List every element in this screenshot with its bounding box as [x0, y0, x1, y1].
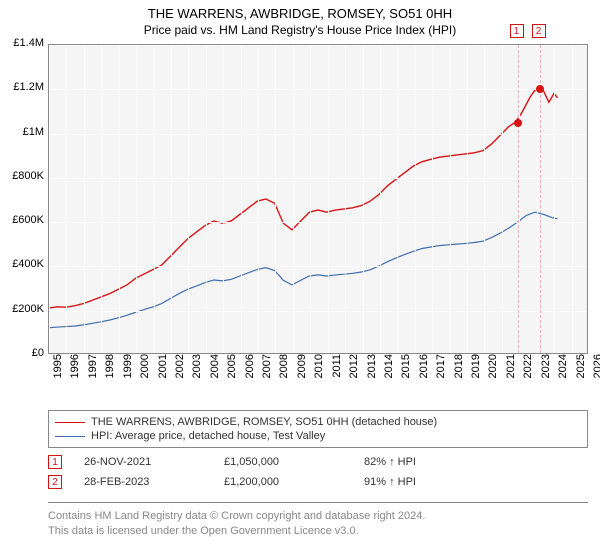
marker-dot — [514, 119, 522, 127]
chart-area: £0 £200K £400K £600K £800K £1M £1.2M £1.4M 1995 1… — [0, 40, 600, 400]
x-axis-label: 2025 — [575, 354, 587, 394]
marker-box: 2 — [532, 24, 546, 38]
sale-pct: 82% ↑ HPI — [364, 456, 484, 468]
x-axis-label: 2019 — [470, 354, 482, 394]
x-axis-label: 2011 — [331, 354, 343, 394]
legend-swatch — [55, 436, 85, 437]
x-axis-label: 2009 — [296, 354, 308, 394]
y-axis-label: £800K — [4, 170, 44, 182]
y-axis-label: £1.4M — [4, 37, 44, 49]
x-axis-label: 1997 — [87, 354, 99, 394]
x-axis-label: 2002 — [174, 354, 186, 394]
x-axis-label: 2018 — [453, 354, 465, 394]
sale-price: £1,200,000 — [224, 476, 364, 488]
sale-date: 28-FEB-2023 — [84, 476, 224, 488]
marker-box: 1 — [510, 24, 524, 38]
legend-box: THE WARRENS, AWBRIDGE, ROMSEY, SO51 0HH … — [48, 410, 588, 448]
x-axis-label: 2015 — [400, 354, 412, 394]
y-axis-label: £1M — [4, 126, 44, 138]
x-axis-label: 2010 — [313, 354, 325, 394]
series-price-paid — [49, 89, 558, 308]
x-axis-label: 1995 — [52, 354, 64, 394]
x-axis-label: 2022 — [522, 354, 534, 394]
x-axis-label: 2004 — [209, 354, 221, 394]
legend-swatch — [55, 422, 85, 423]
chart-title: THE WARRENS, AWBRIDGE, ROMSEY, SO51 0HH — [0, 0, 600, 21]
x-axis-label: 1996 — [69, 354, 81, 394]
y-axis-label: £200K — [4, 303, 44, 315]
x-axis-label: 2000 — [139, 354, 151, 394]
x-axis-label: 2023 — [540, 354, 552, 394]
x-axis-label: 1999 — [122, 354, 134, 394]
y-axis-label: £1.2M — [4, 81, 44, 93]
x-axis-label: 2024 — [557, 354, 569, 394]
y-axis-label: £0 — [4, 347, 44, 359]
sale-marker-box: 2 — [48, 475, 62, 489]
legend-label: THE WARRENS, AWBRIDGE, ROMSEY, SO51 0HH … — [91, 416, 437, 428]
x-axis-label: 2012 — [348, 354, 360, 394]
marker-dot — [536, 85, 544, 93]
x-axis-label: 2017 — [435, 354, 447, 394]
sale-pct: 91% ↑ HPI — [364, 476, 484, 488]
footer-line-2: This data is licensed under the Open Gov… — [48, 524, 588, 539]
sale-row: 1 26-NOV-2021£1,050,00082% ↑ HPI — [48, 452, 588, 472]
x-axis-label: 2006 — [244, 354, 256, 394]
x-axis-label: 2026 — [592, 354, 600, 394]
x-axis-label: 1998 — [104, 354, 116, 394]
sale-date: 26-NOV-2021 — [84, 456, 224, 468]
x-axis-label: 2005 — [226, 354, 238, 394]
sale-row: 2 28-FEB-2023£1,200,00091% ↑ HPI — [48, 472, 588, 492]
sale-marker-box: 1 — [48, 455, 62, 469]
x-axis-label: 2014 — [383, 354, 395, 394]
x-axis-label: 2003 — [191, 354, 203, 394]
line-series-svg — [49, 45, 587, 353]
legend-item: HPI: Average price, detached house, Test… — [55, 429, 581, 443]
x-axis-label: 2001 — [157, 354, 169, 394]
legend-item: THE WARRENS, AWBRIDGE, ROMSEY, SO51 0HH … — [55, 415, 581, 429]
x-axis-label: 2021 — [505, 354, 517, 394]
y-axis-label: £600K — [4, 214, 44, 226]
marker-vline — [518, 45, 519, 353]
x-axis-label: 2007 — [261, 354, 273, 394]
x-axis-label: 2008 — [278, 354, 290, 394]
y-axis-label: £400K — [4, 258, 44, 270]
sales-list: 1 26-NOV-2021£1,050,00082% ↑ HPI 2 28-FEB-2… — [48, 452, 588, 492]
plot-area — [48, 44, 588, 354]
chart-container: THE WARRENS, AWBRIDGE, ROMSEY, SO51 0HH … — [0, 0, 600, 560]
x-axis-label: 2016 — [418, 354, 430, 394]
legend-label: HPI: Average price, detached house, Test… — [91, 430, 325, 442]
footer-attribution: Contains HM Land Registry data © Crown c… — [48, 502, 588, 539]
sale-price: £1,050,000 — [224, 456, 364, 468]
footer-line-1: Contains HM Land Registry data © Crown c… — [48, 509, 588, 524]
x-axis-label: 2020 — [487, 354, 499, 394]
x-axis-label: 2013 — [366, 354, 378, 394]
